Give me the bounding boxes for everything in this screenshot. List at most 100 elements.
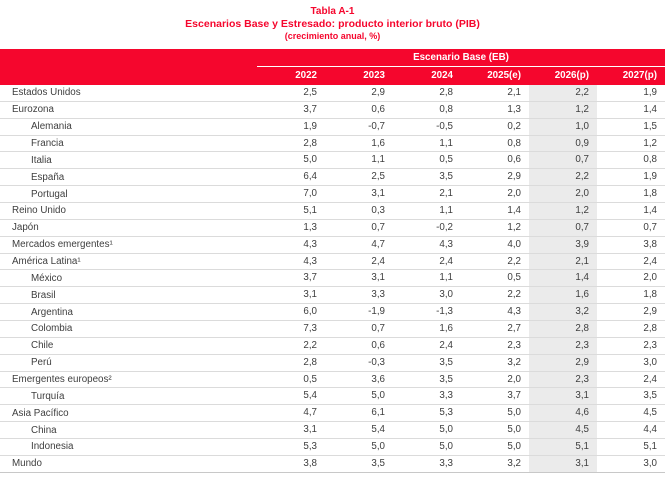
table-row: Japón 1,3 0,7 -0,2 1,2 0,7 0,7 bbox=[0, 219, 665, 237]
row-label: México bbox=[31, 272, 63, 284]
table-row: México 3,7 3,1 1,1 0,5 1,4 2,0 bbox=[0, 270, 665, 288]
table-row: Indonesia 5,3 5,0 5,0 5,0 5,1 5,1 bbox=[0, 439, 665, 456]
row-label: Brasil bbox=[31, 289, 56, 301]
value-cell: 2,2 bbox=[529, 85, 597, 101]
value-cell: 5,3 bbox=[303, 441, 317, 453]
value-cell: 1,9 bbox=[643, 171, 657, 183]
value-cell: 5,0 bbox=[371, 441, 385, 453]
value-cell: -0,3 bbox=[368, 356, 385, 368]
value-cell: 0,6 bbox=[371, 339, 385, 351]
table-row: España 6,4 2,5 3,5 2,9 2,2 1,9 bbox=[0, 169, 665, 187]
value-cell: 3,1 bbox=[303, 289, 317, 301]
value-cell: 4,5 bbox=[529, 422, 597, 439]
value-cell: 3,0 bbox=[643, 356, 657, 368]
value-cell: 2,3 bbox=[529, 337, 597, 354]
value-cell: 3,1 bbox=[529, 388, 597, 405]
value-cell: 1,2 bbox=[507, 221, 521, 233]
row-label: Colombia bbox=[31, 323, 73, 335]
value-cell: 4,4 bbox=[643, 424, 657, 436]
unit-note: (crecimiento anual, %) bbox=[284, 31, 381, 41]
value-cell: 3,5 bbox=[439, 171, 453, 183]
value-cell: 2,0 bbox=[529, 186, 597, 203]
value-cell: 1,6 bbox=[529, 287, 597, 304]
value-cell: 6,4 bbox=[303, 171, 317, 183]
value-cell: 0,5 bbox=[507, 272, 521, 284]
value-cell: 2,4 bbox=[439, 255, 453, 267]
value-cell: 1,9 bbox=[303, 120, 317, 132]
value-cell: 0,5 bbox=[303, 373, 317, 385]
table-row: Alemania 1,9 -0,7 -0,5 0,2 1,0 1,5 bbox=[0, 118, 665, 136]
value-cell: 3,7 bbox=[303, 272, 317, 284]
value-cell: 4,3 bbox=[507, 306, 521, 318]
value-cell: 5,0 bbox=[507, 441, 521, 453]
row-label: Perú bbox=[31, 357, 52, 369]
value-cell: 3,1 bbox=[371, 272, 385, 284]
table-body: Estados Unidos 2,5 2,9 2,8 2,1 2,2 1,9 Eurozona… bbox=[0, 85, 665, 473]
value-cell: 6,1 bbox=[371, 407, 385, 419]
value-cell: 3,3 bbox=[439, 457, 453, 469]
value-cell: 0,8 bbox=[507, 137, 521, 149]
table-row: Estados Unidos 2,5 2,9 2,8 2,1 2,2 1,9 bbox=[0, 85, 665, 102]
value-cell: 2,8 bbox=[303, 356, 317, 368]
row-label: Argentina bbox=[31, 306, 73, 318]
value-cell: 3,7 bbox=[303, 103, 317, 115]
row-label: Alemania bbox=[31, 121, 72, 133]
value-cell: 3,1 bbox=[303, 424, 317, 436]
value-cell: 4,3 bbox=[303, 238, 317, 250]
value-cell: 2,8 bbox=[529, 321, 597, 337]
row-label: Mundo bbox=[12, 458, 42, 470]
value-cell: 5,0 bbox=[507, 424, 521, 436]
row-label: Portugal bbox=[31, 188, 68, 200]
column-header-2023: 2023 bbox=[363, 70, 385, 81]
value-cell: 3,5 bbox=[643, 390, 657, 402]
table-row: Emergentes europeos² 0,5 3,6 3,5 2,0 2,3 2,4 bbox=[0, 371, 665, 389]
value-cell: 2,3 bbox=[507, 339, 521, 351]
value-cell: 4,5 bbox=[643, 407, 657, 419]
value-cell: 1,5 bbox=[643, 120, 657, 132]
column-header-2024: 2024 bbox=[431, 70, 453, 81]
value-cell: 1,4 bbox=[507, 205, 521, 217]
table-row: Reino Unido 5,1 0,3 1,1 1,4 1,2 1,4 bbox=[0, 203, 665, 220]
value-cell: 5,1 bbox=[529, 439, 597, 455]
table-row: Turquía 5,4 5,0 3,3 3,7 3,1 3,5 bbox=[0, 388, 665, 406]
value-cell: 5,1 bbox=[643, 441, 657, 453]
value-cell: 3,6 bbox=[371, 373, 385, 385]
value-cell: 1,6 bbox=[371, 137, 385, 149]
value-cell: 7,0 bbox=[303, 188, 317, 200]
value-cell: 2,1 bbox=[439, 188, 453, 200]
value-cell: 0,3 bbox=[371, 205, 385, 217]
value-cell: 3,5 bbox=[439, 356, 453, 368]
row-label: Japón bbox=[12, 222, 39, 234]
table-row: Francia 2,8 1,6 1,1 0,8 0,9 1,2 bbox=[0, 135, 665, 153]
value-cell: 2,5 bbox=[303, 87, 317, 98]
page-title: Escenarios Base y Estresado: producto in… bbox=[185, 18, 480, 30]
value-cell: -1,3 bbox=[436, 306, 453, 318]
value-cell: 4,0 bbox=[507, 238, 521, 250]
value-cell: 3,1 bbox=[371, 188, 385, 200]
pib-scenarios-table: Escenario Base (EB) 2022 2023 2024 2025(… bbox=[0, 49, 665, 473]
value-cell: 2,9 bbox=[371, 87, 385, 98]
group-header-escenario-base: Escenario Base (EB) bbox=[257, 49, 665, 67]
value-cell: 2,1 bbox=[507, 87, 521, 98]
value-cell: 2,9 bbox=[507, 171, 521, 183]
value-cell: 3,0 bbox=[643, 457, 657, 469]
value-cell: 4,3 bbox=[303, 255, 317, 267]
value-cell: 2,8 bbox=[439, 87, 453, 98]
value-cell: 1,9 bbox=[643, 87, 657, 98]
value-cell: 1,1 bbox=[439, 272, 453, 284]
value-cell: 4,6 bbox=[529, 405, 597, 422]
value-cell: 2,3 bbox=[643, 339, 657, 351]
row-label: Reino Unido bbox=[12, 205, 66, 217]
value-cell: 4,7 bbox=[303, 407, 317, 419]
value-cell: 1,0 bbox=[529, 118, 597, 135]
column-header-2022: 2022 bbox=[295, 70, 317, 81]
value-cell: 0,6 bbox=[507, 154, 521, 166]
value-cell: 3,7 bbox=[507, 390, 521, 402]
value-cell: 2,8 bbox=[643, 323, 657, 335]
value-cell: 2,1 bbox=[529, 253, 597, 270]
value-cell: 2,0 bbox=[507, 188, 521, 200]
row-label: Francia bbox=[31, 138, 64, 149]
row-label: Asia Pacífico bbox=[12, 407, 69, 419]
value-cell: 1,8 bbox=[643, 188, 657, 200]
value-cell: 5,0 bbox=[439, 441, 453, 453]
